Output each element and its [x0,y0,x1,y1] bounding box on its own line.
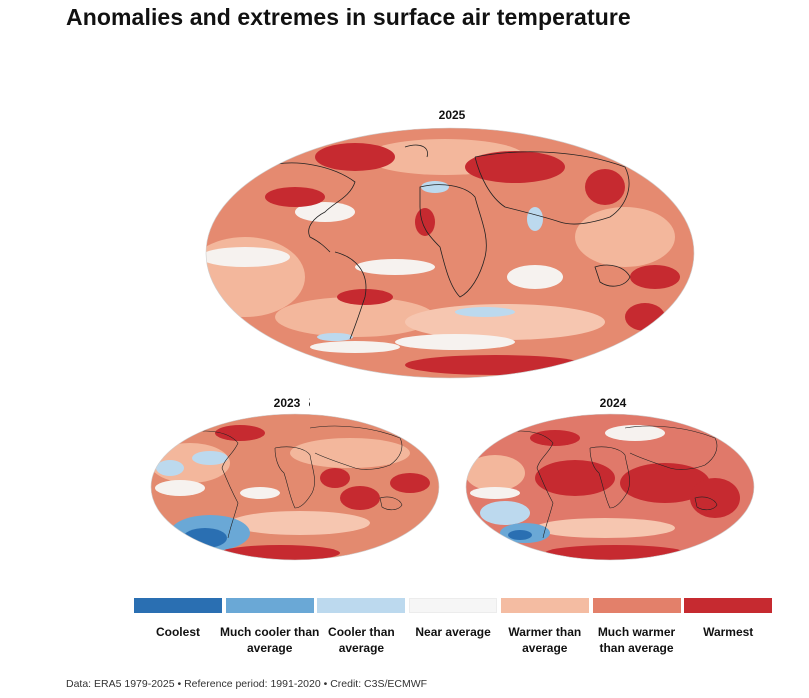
legend-label-6: Much warmer than average [597,625,676,655]
world-map-2024 [465,413,755,561]
legend-label-5: Warmer than average [508,625,582,655]
legend-label-2: Much cooler than average [220,625,320,655]
legend-swatch-1 [134,598,222,613]
legend-label-4: Near average [415,625,491,639]
legend-label-1: Coolest [155,625,200,639]
legend-label-7: Warmest [703,625,754,639]
legend-swatch-2 [225,598,314,613]
map-2025-svg [205,127,695,379]
map-2024-svg [465,413,755,561]
world-map-2023 [150,413,440,561]
map-year-label-2024: 2024 [599,396,627,410]
legend-swatch-7 [684,598,773,613]
map-2023-svg [150,413,440,561]
world-map-2025 [205,127,695,379]
map-year-label-2023: 2023 [265,396,309,410]
legend-swatch-6 [592,598,681,613]
footer-source: Data: ERA5 1979-2025 • Reference period:… [66,678,428,690]
map-year-label-2025: 2025 [438,108,466,122]
legend-swatch-5 [500,598,589,613]
legend-swatch-3 [317,598,406,613]
chart-title: Anomalies and extremes in surface air te… [66,4,631,30]
legend-swatch-4 [409,598,498,613]
legend-label-3: Cooler than average [328,625,395,655]
